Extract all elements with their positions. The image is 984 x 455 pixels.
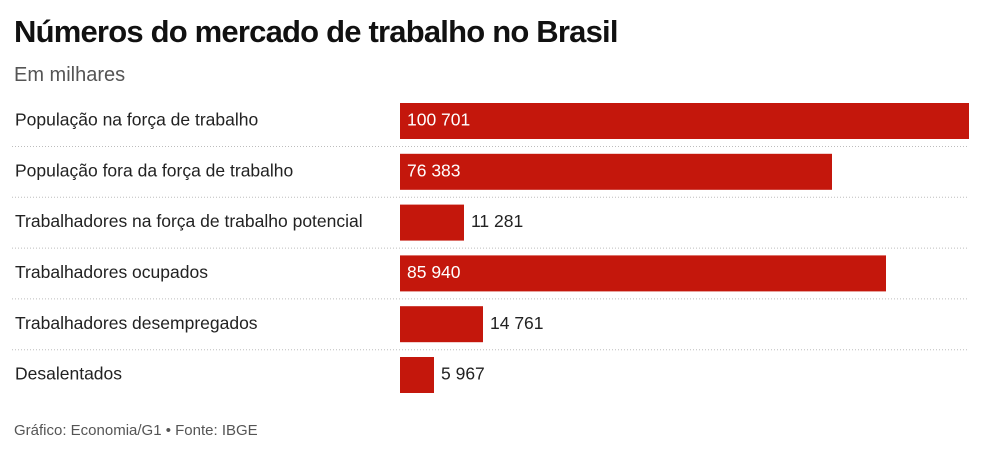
data-label: 76 383	[407, 160, 461, 180]
data-label: 14 761	[490, 313, 544, 333]
category-label: Trabalhadores desempregados	[15, 313, 258, 333]
category-label: Desalentados	[15, 364, 122, 384]
data-label: 100 701	[407, 110, 470, 130]
category-label: População fora da força de trabalho	[15, 160, 293, 180]
chart-subtitle: Em milhares	[14, 64, 126, 86]
category-label: População na força de trabalho	[15, 110, 258, 130]
chart-title: Números do mercado de trabalho no Brasil	[14, 14, 618, 49]
data-label: 5 967	[441, 364, 485, 384]
bar	[400, 306, 483, 343]
bar	[400, 255, 886, 292]
data-label: 11 281	[471, 211, 523, 231]
bar	[400, 357, 434, 393]
bar	[400, 153, 832, 190]
chart-source: Gráfico: Economia/G1 • Fonte: IBGE	[14, 422, 258, 439]
bar	[400, 103, 969, 139]
category-label: Trabalhadores ocupados	[15, 262, 208, 282]
data-label: 85 940	[407, 262, 461, 282]
bar	[400, 204, 464, 241]
category-label: Trabalhadores na força de trabalho poten…	[15, 211, 363, 231]
